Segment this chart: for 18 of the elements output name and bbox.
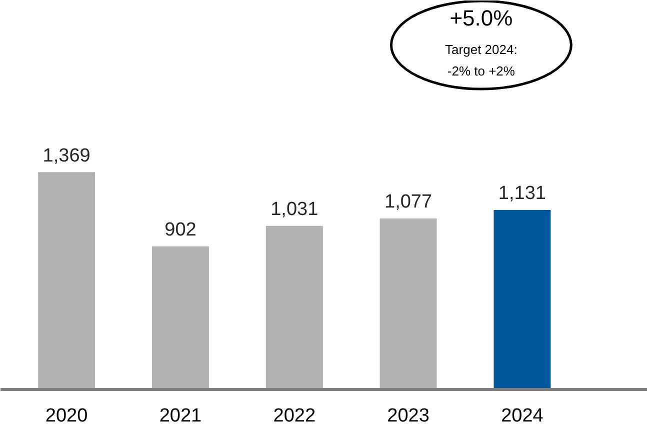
bar <box>266 226 323 390</box>
data-label: 1,131 <box>498 183 546 204</box>
bar <box>494 210 551 390</box>
data-label: 1,077 <box>384 192 432 213</box>
bar <box>38 172 96 390</box>
x-tick-label: 2021 <box>159 406 202 426</box>
data-label: 1,369 <box>42 145 90 166</box>
data-label: 902 <box>164 219 196 240</box>
text: Target 2024: <box>445 42 518 57</box>
text: -2% to +2% <box>447 64 516 79</box>
data-label: 1,031 <box>270 198 318 220</box>
x-tick-label: 2020 <box>45 406 88 426</box>
bar <box>152 246 209 390</box>
x-tick-label: 2023 <box>387 406 430 426</box>
text: +5.0% <box>450 5 513 30</box>
x-tick-label: 2024 <box>501 406 544 426</box>
bar <box>380 218 437 390</box>
x-tick-label: 2022 <box>273 406 316 426</box>
